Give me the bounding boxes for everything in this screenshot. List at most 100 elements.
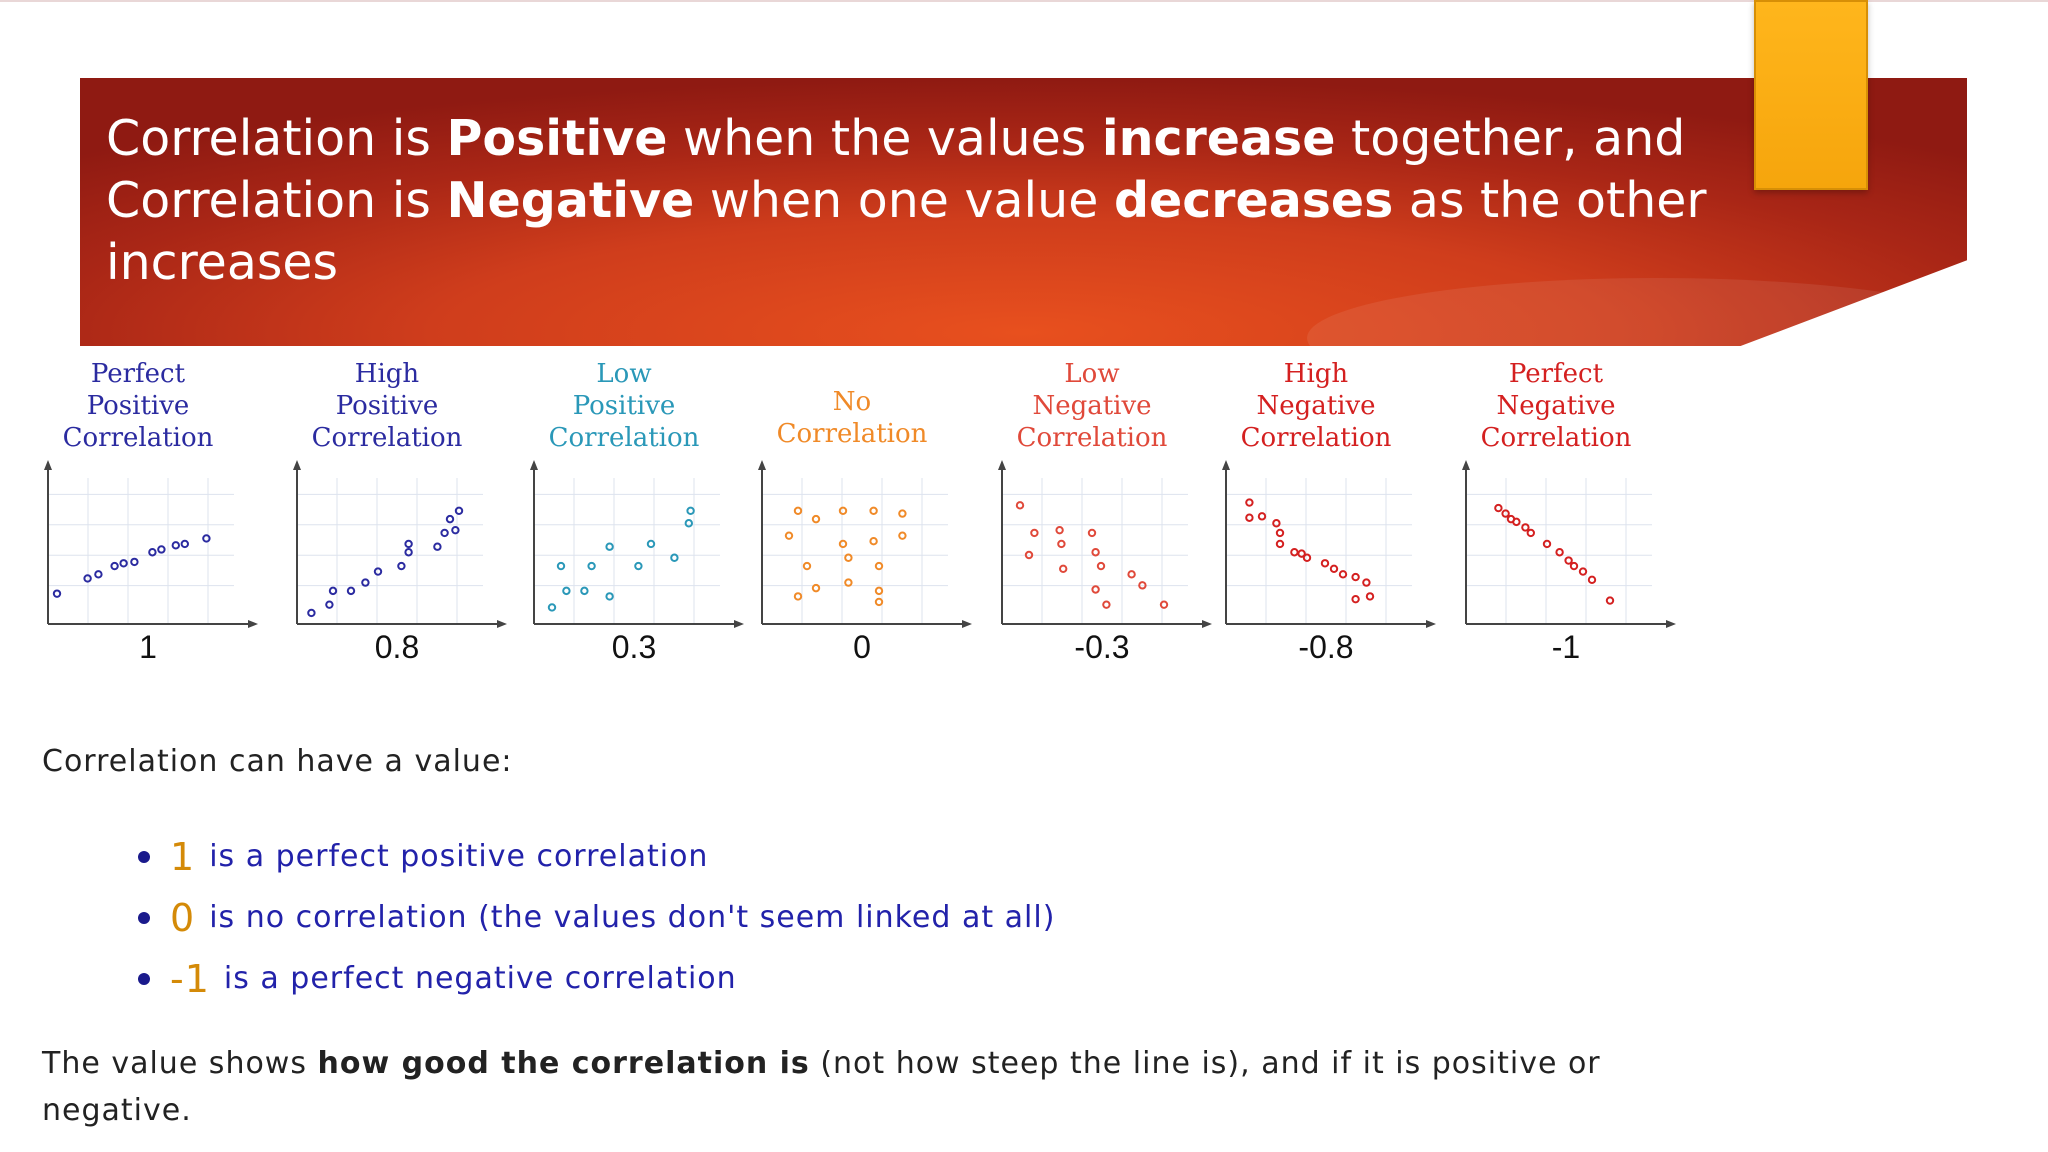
data-point — [1320, 559, 1330, 568]
data-point — [346, 586, 356, 596]
data-point — [874, 586, 884, 596]
data-point — [1102, 600, 1111, 609]
summary-part: (not how steep the line is), and if it i… — [42, 1046, 1601, 1128]
data-point — [1272, 519, 1281, 528]
data-point — [1512, 517, 1521, 527]
title-emphasis: Negative — [446, 172, 695, 229]
data-point — [454, 506, 464, 516]
panel-title-word: Positive — [336, 391, 439, 421]
panel-title-word: Perfect — [1509, 360, 1604, 389]
data-point — [1257, 512, 1267, 521]
data-point — [898, 509, 907, 518]
data-point — [1542, 539, 1552, 549]
correlation-value-label: 0.8 — [375, 629, 419, 665]
data-point — [580, 586, 589, 596]
data-point — [784, 531, 794, 540]
title-emphasis: Positive — [446, 110, 668, 167]
data-point — [844, 578, 853, 587]
data-point — [433, 542, 442, 551]
data-point — [148, 548, 157, 557]
data-point — [1015, 501, 1025, 510]
data-point — [83, 574, 92, 583]
data-point — [874, 561, 884, 571]
data-point — [404, 548, 413, 557]
x-axis-arrow — [1666, 620, 1676, 628]
data-point — [547, 603, 557, 612]
data-point — [1091, 548, 1100, 557]
y-axis-arrow — [44, 460, 52, 470]
data-point — [1057, 539, 1066, 549]
data-point — [1297, 549, 1306, 558]
panel-title-word: Negative — [1256, 391, 1375, 421]
slide-title: Correlation is Positive when the values … — [106, 108, 1806, 294]
data-point — [397, 561, 406, 571]
list-item: -1 is a perfect negative correlation — [138, 948, 1055, 1009]
panel-title-word: High — [355, 360, 420, 389]
panel-title-word: Positive — [573, 391, 676, 421]
data-point — [1275, 539, 1285, 549]
data-point — [1365, 592, 1375, 601]
bullet-icon — [138, 972, 150, 985]
data-point — [556, 561, 566, 571]
data-point — [1024, 550, 1034, 560]
correlation-scatter-figure: PerfectPositiveCorrelation1HighPositiveC… — [44, 360, 1676, 665]
data-point — [587, 561, 596, 571]
intro-text: Correlation can have a value: — [42, 744, 513, 779]
data-point — [684, 519, 693, 528]
data-point — [1302, 553, 1312, 562]
x-axis-arrow — [1202, 620, 1212, 628]
x-axis-arrow — [497, 620, 507, 628]
data-point — [869, 506, 878, 516]
panel-title-word: High — [1284, 360, 1349, 389]
panel-title-word: Negative — [1032, 391, 1151, 421]
x-axis-arrow — [962, 620, 972, 628]
data-point — [202, 534, 211, 543]
correlation-value-label: 0.3 — [612, 629, 656, 665]
data-point — [325, 600, 334, 609]
data-point — [1494, 503, 1503, 513]
data-point — [1245, 513, 1254, 522]
data-point — [119, 559, 128, 568]
title-text: when the values — [667, 110, 1102, 167]
list-item: 0 is no correlation (the values don't see… — [138, 887, 1055, 948]
data-point — [1290, 548, 1299, 557]
bookmark-ribbon — [1754, 0, 1868, 190]
data-point — [94, 570, 103, 579]
data-point — [1569, 561, 1579, 571]
panel-title-word: Perfect — [91, 360, 186, 389]
bullet-text: is no correlation (the values don't seem… — [209, 900, 1056, 935]
correlation-value-label: -0.3 — [1074, 629, 1129, 665]
bullet-value: -1 — [170, 956, 210, 1001]
value-list: 1 is a perfect positive correlation 0 is n… — [138, 826, 1055, 1009]
bullet-icon — [138, 911, 150, 924]
data-point — [1329, 564, 1339, 574]
bullet-icon — [138, 850, 150, 863]
title-text: when one value — [694, 172, 1114, 229]
data-point — [1338, 570, 1348, 579]
data-point — [1521, 523, 1530, 532]
y-axis-arrow — [998, 460, 1006, 470]
data-point — [1059, 564, 1068, 574]
panel-title-word: Correlation — [63, 423, 214, 453]
data-point — [1096, 561, 1106, 571]
panel-title-word: No — [833, 387, 871, 417]
correlation-value-label: 0 — [853, 629, 871, 665]
panel-title-word: Correlation — [1481, 423, 1632, 453]
panel-title-word: Correlation — [1241, 423, 1392, 453]
summary-part: The value shows — [42, 1046, 318, 1081]
data-point — [1138, 581, 1147, 590]
data-point — [838, 539, 848, 549]
data-point — [1275, 528, 1285, 538]
data-point — [1159, 600, 1169, 609]
data-point — [838, 506, 848, 516]
data-point — [793, 592, 803, 601]
x-axis-arrow — [734, 620, 744, 628]
list-item: 1 is a perfect positive correlation — [138, 826, 1055, 887]
panel-title-word: Positive — [87, 391, 190, 421]
summary-emphasis: how good the correlation is — [317, 1046, 810, 1081]
